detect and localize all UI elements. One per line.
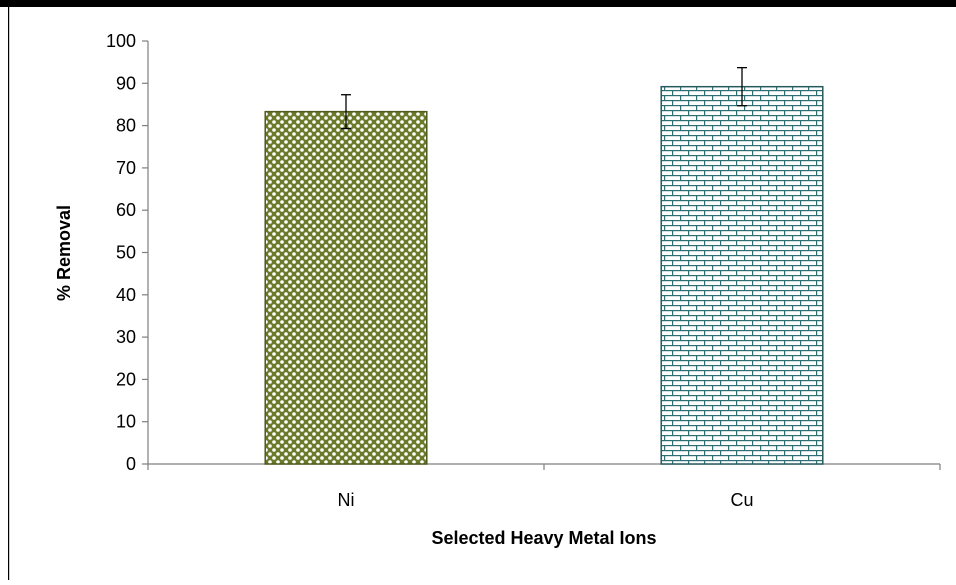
bar-cu [660, 85, 824, 465]
bar-ni [264, 110, 428, 465]
x-tick-label-ni: Ni [338, 490, 355, 510]
y-tick-label: 50 [116, 243, 136, 263]
y-tick-label: 40 [116, 285, 136, 305]
y-tick-label: 20 [116, 369, 136, 389]
y-tick-label: 70 [116, 158, 136, 178]
error-bar-cu [737, 66, 747, 107]
y-tick-label: 0 [126, 454, 136, 474]
y-axis-title: % Removal [54, 205, 74, 301]
y-tick-label: 60 [116, 200, 136, 220]
left-border [8, 7, 10, 580]
x-axis-title: Selected Heavy Metal Ions [431, 528, 656, 548]
y-tick-label: 80 [116, 116, 136, 136]
y-tick-label: 90 [116, 73, 136, 93]
error-bar-ni [341, 94, 351, 130]
top-border [0, 0, 956, 7]
y-tick-label: 100 [106, 31, 136, 51]
y-tick-label: 10 [116, 412, 136, 432]
y-tick-label: 30 [116, 327, 136, 347]
x-tick-label-cu: Cu [730, 490, 753, 510]
